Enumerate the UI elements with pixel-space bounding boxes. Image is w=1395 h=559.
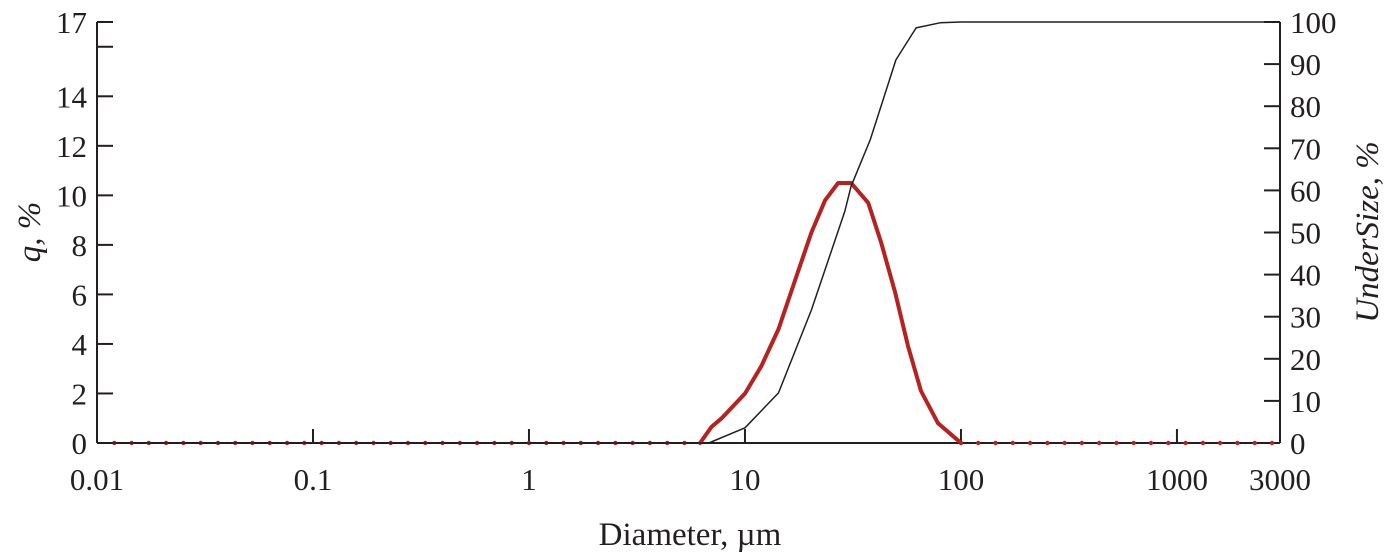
q-marker <box>1027 440 1033 446</box>
y-right-tick-label: 70 <box>1290 131 1321 166</box>
y-left-tick-label: 0 <box>72 426 88 461</box>
y-right-tick-label: 0 <box>1290 426 1306 461</box>
q-marker <box>1148 440 1154 446</box>
q-zero-markers <box>112 440 1275 446</box>
y-right-tick-label: 20 <box>1290 342 1321 377</box>
y-right-tick-label: 50 <box>1290 216 1321 251</box>
y-left-tick-label: 17 <box>56 5 87 40</box>
x-tick-label: 1 <box>521 462 537 497</box>
q-marker <box>1217 440 1223 446</box>
q-marker <box>1079 440 1085 446</box>
series-layer <box>97 21 1280 446</box>
y-left-tick-label: 6 <box>72 277 88 312</box>
x-tick-label: 100 <box>938 462 985 497</box>
q-marker <box>1183 440 1188 446</box>
x-tick-label: 0.01 <box>70 462 124 497</box>
q-marker <box>1062 440 1067 446</box>
q-marker <box>1235 440 1240 446</box>
undersize-cumulative-line <box>97 21 1280 444</box>
y-right-tick-label: 30 <box>1290 300 1321 335</box>
q-distribution-line <box>698 181 963 445</box>
x-tick-label: 1000 <box>1146 462 1208 497</box>
y-right-tick-label: 90 <box>1290 47 1321 82</box>
x-axis-title: Diameter, µm <box>599 517 782 553</box>
q-marker <box>1097 440 1102 446</box>
y-left-tick-label: 14 <box>56 79 88 114</box>
q-marker <box>1166 440 1171 446</box>
x-tick-label: 0.1 <box>294 462 333 497</box>
y-left-tick-label: 8 <box>72 228 88 263</box>
y-right-tick-label: 40 <box>1290 258 1321 293</box>
y-left-tick-label: 2 <box>72 376 88 411</box>
q-marker <box>976 440 981 446</box>
y-right-tick-label: 10 <box>1290 384 1321 419</box>
q-marker <box>1269 440 1275 446</box>
y-left-axis-title: q, % <box>12 202 48 263</box>
q-marker <box>1010 440 1015 446</box>
y-left-tick-label: 12 <box>56 129 87 164</box>
y-right-tick-label: 60 <box>1290 173 1321 208</box>
axes: 0 2 4 6 8 10 12 14 17 0 10 20 30 40 50 60 70 80 90 100 0.01 0… <box>56 5 1337 497</box>
y-right-tick-label: 80 <box>1290 89 1321 124</box>
q-marker <box>993 440 998 446</box>
y-left-tick-label: 10 <box>56 178 87 213</box>
q-marker <box>1131 440 1136 446</box>
q-marker <box>1045 440 1050 446</box>
y-right-axis-title: UnderSize, % <box>1350 141 1386 322</box>
x-tick-label: 3000 <box>1249 462 1311 497</box>
x-tick-label: 10 <box>729 462 760 497</box>
y-left-tick-label: 4 <box>72 327 88 362</box>
q-marker <box>1114 440 1119 446</box>
y-right-tick-label: 100 <box>1290 5 1337 40</box>
q-marker <box>1200 440 1206 446</box>
q-marker <box>1252 440 1257 446</box>
